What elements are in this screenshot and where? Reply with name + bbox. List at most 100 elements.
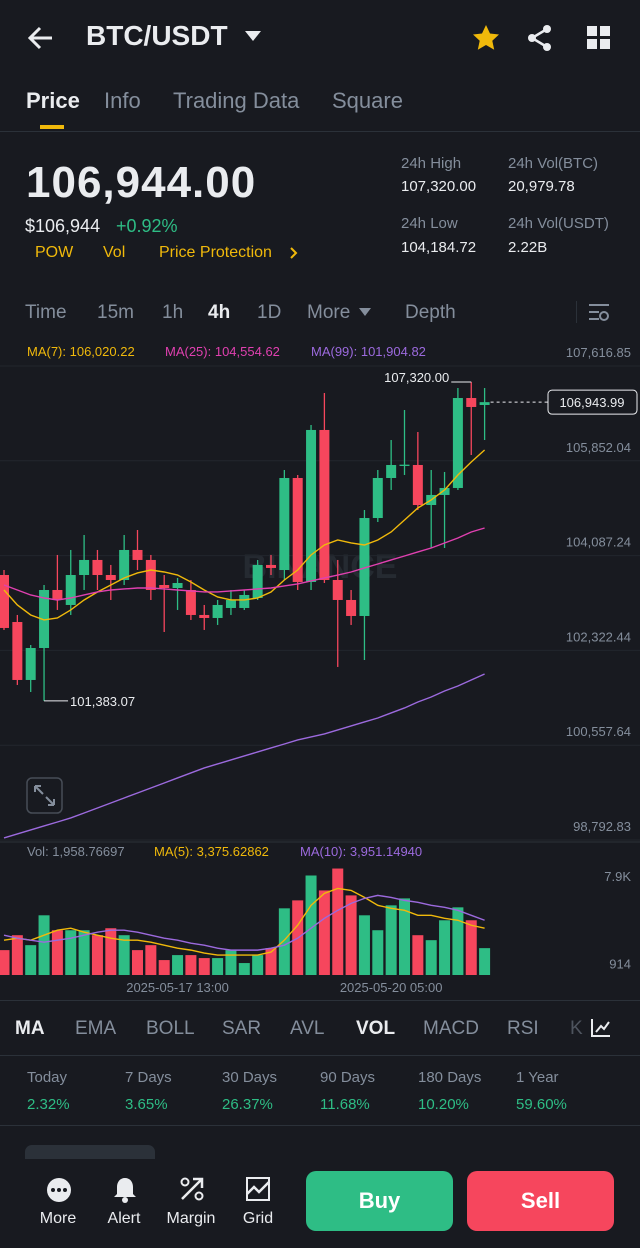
volume-bar xyxy=(278,908,290,975)
performance-value: 3.65% xyxy=(125,1096,168,1113)
indicator[interactable]: BOLL xyxy=(146,1018,195,1039)
indicator[interactable]: AVL xyxy=(290,1018,325,1039)
candle-body xyxy=(452,398,463,488)
ma-line xyxy=(3,527,485,601)
indicator[interactable]: SAR xyxy=(222,1018,262,1039)
timeframe[interactable]: 1D xyxy=(257,302,282,323)
expand-icon xyxy=(34,785,55,806)
indicator[interactable]: RSI xyxy=(507,1018,539,1039)
volume-ma-line xyxy=(3,894,485,951)
performance-value: 11.68% xyxy=(320,1096,370,1113)
candle-body xyxy=(25,648,36,680)
timeframe[interactable]: 15m xyxy=(97,302,134,323)
indicator[interactable]: MA xyxy=(15,1018,45,1039)
volume-bar xyxy=(91,935,103,975)
indicator[interactable]: MACD xyxy=(423,1018,479,1039)
volume-bar xyxy=(479,948,491,975)
candle-body xyxy=(386,464,397,478)
alert-icon[interactable] xyxy=(112,1176,138,1204)
tab[interactable]: Trading Data xyxy=(173,88,300,113)
volume-bar xyxy=(318,890,330,975)
legend-entry: MA(7): 106,020.22 xyxy=(27,344,135,359)
tool-label[interactable]: Grid xyxy=(242,1210,274,1227)
margin-icon[interactable] xyxy=(179,1176,205,1202)
pair-dropdown[interactable] xyxy=(244,30,262,42)
volume-bar xyxy=(198,958,210,975)
candle-body xyxy=(185,589,196,615)
tag[interactable]: POW xyxy=(35,244,74,261)
volume-bar xyxy=(158,960,170,975)
candle-body xyxy=(79,559,90,576)
tab-indicator xyxy=(40,125,64,129)
candle-body xyxy=(52,589,63,600)
indicator-settings-icon[interactable] xyxy=(590,1018,612,1038)
candle-body xyxy=(359,518,370,616)
pair-title[interactable]: BTC/USDT xyxy=(86,20,228,51)
candle-body xyxy=(439,487,450,495)
sell-button[interactable]: Sell xyxy=(467,1171,614,1231)
grid-icon[interactable] xyxy=(245,1176,271,1202)
tag[interactable]: Vol xyxy=(103,244,126,261)
volume-bar xyxy=(238,963,250,975)
tool-label[interactable]: More xyxy=(39,1210,77,1227)
chart-settings-icon[interactable] xyxy=(588,302,610,322)
grid-menu-icon[interactable] xyxy=(586,25,612,51)
share-icon[interactable] xyxy=(526,24,554,52)
performance-label: Today xyxy=(27,1069,68,1086)
timeframe[interactable]: Time xyxy=(25,302,67,323)
y-tick-label: 914 xyxy=(609,957,631,972)
tool-label[interactable]: Margin xyxy=(166,1210,216,1227)
volume-bar xyxy=(185,955,197,975)
high-label: 107,320.00 xyxy=(384,370,449,385)
buy-button[interactable]: Buy xyxy=(306,1171,453,1231)
candle-body xyxy=(279,477,290,571)
more-icon[interactable] xyxy=(45,1176,73,1204)
indicator[interactable]: K xyxy=(570,1018,583,1039)
timeframe[interactable]: More xyxy=(307,302,351,323)
price-tag xyxy=(547,389,638,415)
candle-body xyxy=(225,599,236,608)
usd-price: $106,944 xyxy=(25,216,101,236)
stat-label: 24h Low xyxy=(401,215,458,232)
candle-body xyxy=(159,584,170,589)
timeframe[interactable]: 4h xyxy=(208,302,231,323)
candle-body xyxy=(199,614,210,618)
volume-bar xyxy=(105,928,117,975)
candle-body xyxy=(266,564,276,568)
favorite-icon[interactable] xyxy=(472,24,500,52)
tag[interactable]: Price Protection xyxy=(159,244,272,261)
candle-body xyxy=(372,477,383,519)
performance-value: 2.32% xyxy=(27,1096,70,1113)
timeframe[interactable]: 1h xyxy=(162,302,184,323)
volume-bar xyxy=(145,945,157,975)
back-button[interactable] xyxy=(26,24,56,52)
legend-entry: MA(10): 3,951.14940 xyxy=(300,844,422,859)
divider xyxy=(576,301,577,323)
tool-label[interactable]: Alert xyxy=(107,1210,141,1227)
volume-bar xyxy=(38,915,50,975)
indicator[interactable]: VOL xyxy=(356,1018,396,1039)
divider xyxy=(0,1000,640,1001)
y-tick-label: 100,557.64 xyxy=(566,724,631,739)
candle-body xyxy=(145,559,156,590)
tab[interactable]: Square xyxy=(332,88,403,113)
indicator[interactable]: EMA xyxy=(75,1018,117,1039)
candle-body xyxy=(479,402,490,405)
candle-body xyxy=(466,398,477,407)
tab[interactable]: Info xyxy=(104,88,141,113)
tab[interactable]: Price xyxy=(26,88,80,113)
stat-value: 107,320.00 xyxy=(401,178,477,195)
volume-bar xyxy=(118,935,130,975)
ma-line xyxy=(3,449,486,621)
volume-bar xyxy=(78,930,90,975)
stat-label: 24h Vol(BTC) xyxy=(508,155,599,172)
volume-bar xyxy=(65,930,77,975)
divider xyxy=(0,1055,640,1056)
expand-button[interactable] xyxy=(26,777,63,814)
volume-bar xyxy=(465,920,477,975)
x-tick-label: 2025-05-20 05:00 xyxy=(340,980,443,995)
volume-bar xyxy=(358,915,370,975)
timeframe[interactable]: Depth xyxy=(405,302,456,323)
stat-value: 104,184.72 xyxy=(401,239,477,256)
